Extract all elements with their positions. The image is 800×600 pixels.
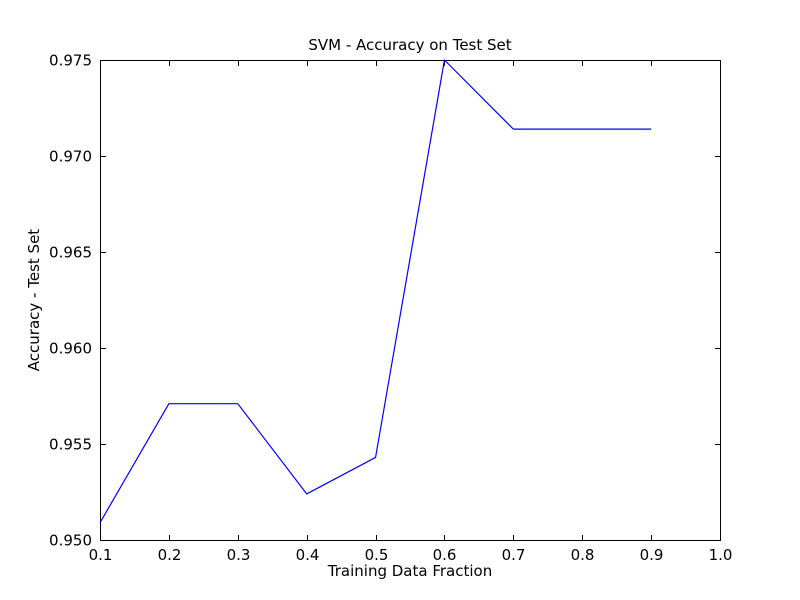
y-tick-label: 0.965 (49, 244, 92, 262)
x-tick-label: 0.6 (433, 546, 457, 564)
x-tick-label: 0.4 (296, 546, 320, 564)
x-tick-label: 0.9 (640, 546, 664, 564)
x-tick-label: 0.3 (227, 546, 251, 564)
x-tick-label: 0.5 (365, 546, 389, 564)
x-tick-label: 0.1 (89, 546, 113, 564)
x-tick-label: 0.7 (502, 546, 526, 564)
data-line (99, 59, 652, 524)
y-tick-label: 0.955 (49, 436, 92, 454)
plot-border (100, 60, 721, 541)
y-tick-label: 0.975 (49, 52, 92, 70)
x-axis-label: Training Data Fraction (327, 562, 493, 580)
chart-title: SVM - Accuracy on Test Set (308, 36, 512, 54)
x-tick-label: 0.8 (571, 546, 595, 564)
x-tick-label: 0.2 (158, 546, 182, 564)
y-tick-label: 0.970 (49, 148, 92, 166)
x-tick-label: 1.0 (709, 546, 733, 564)
y-tick-label: 0.950 (49, 532, 92, 550)
y-tick-label: 0.960 (49, 340, 92, 358)
y-axis-label: Accuracy - Test Set (25, 228, 43, 372)
